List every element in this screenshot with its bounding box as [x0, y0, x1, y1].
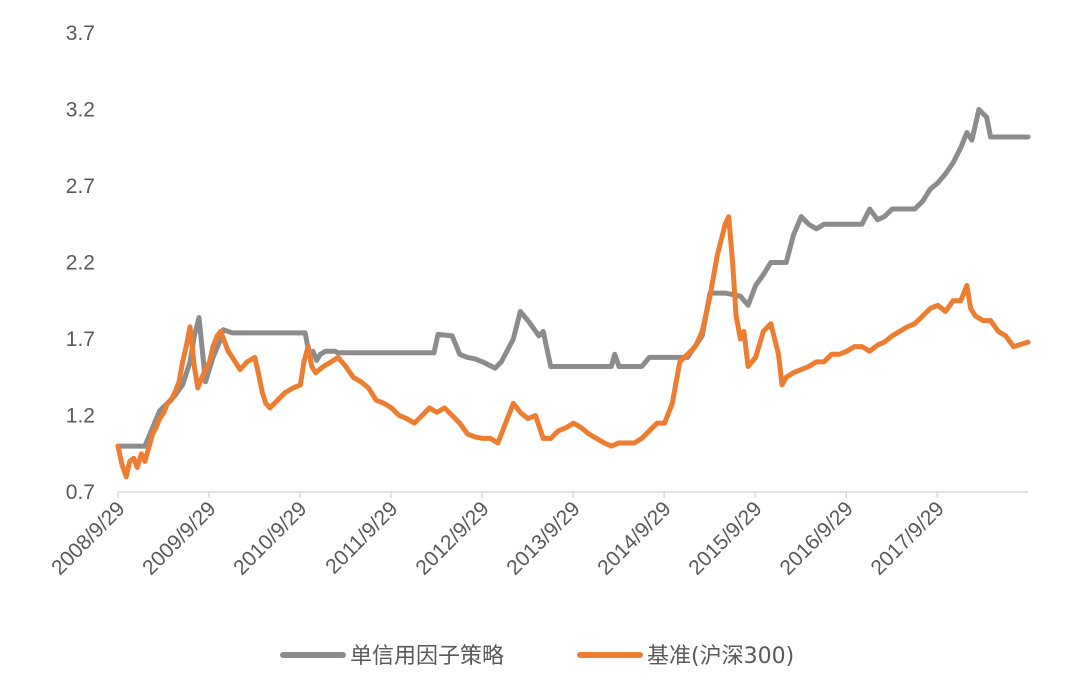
- x-tick-label: 2009/9/29: [138, 497, 220, 579]
- legend-item-strategy: 单信用因子策略: [280, 644, 504, 669]
- legend: 单信用因子策略 基准(沪深300): [280, 644, 794, 669]
- legend-label-benchmark: 基准(沪深300): [647, 644, 794, 669]
- x-tick-label: 2010/9/29: [229, 497, 311, 579]
- legend-item-benchmark: 基准(沪深300): [577, 644, 794, 669]
- y-tick-label: 3.2: [66, 99, 95, 122]
- series-line-benchmark: [115, 214, 1031, 480]
- x-tick-label: 2012/9/29: [411, 497, 493, 579]
- x-tick-label: 2017/9/29: [866, 497, 948, 579]
- y-tick-label: 2.7: [66, 175, 95, 198]
- x-tick-label: 2014/9/29: [593, 497, 675, 579]
- legend-label-strategy: 单信用因子策略: [350, 644, 504, 669]
- x-tick-label: 2011/9/29: [321, 497, 402, 578]
- y-tick-label: 1.2: [66, 405, 95, 428]
- x-tick-label: 2015/9/29: [684, 497, 766, 579]
- x-axis-ticks: 2008/9/29 2009/9/29 2010/9/29 2011/9/29 2012…: [47, 492, 949, 580]
- x-tick-label: 2013/9/29: [502, 497, 584, 579]
- y-tick-label: 0.7: [66, 481, 95, 504]
- x-tick-label: 2016/9/29: [776, 497, 858, 579]
- y-tick-label: 1.7: [66, 328, 95, 351]
- y-axis-ticks: 0.7 1.2 1.7 2.2 2.7 3.2 3.7: [66, 22, 95, 504]
- series-line-strategy: [115, 107, 1031, 449]
- series-lines: [115, 107, 1031, 480]
- x-tick-label: 2008/9/29: [47, 497, 129, 579]
- y-tick-label: 2.2: [66, 252, 95, 275]
- y-tick-label: 3.7: [66, 22, 95, 45]
